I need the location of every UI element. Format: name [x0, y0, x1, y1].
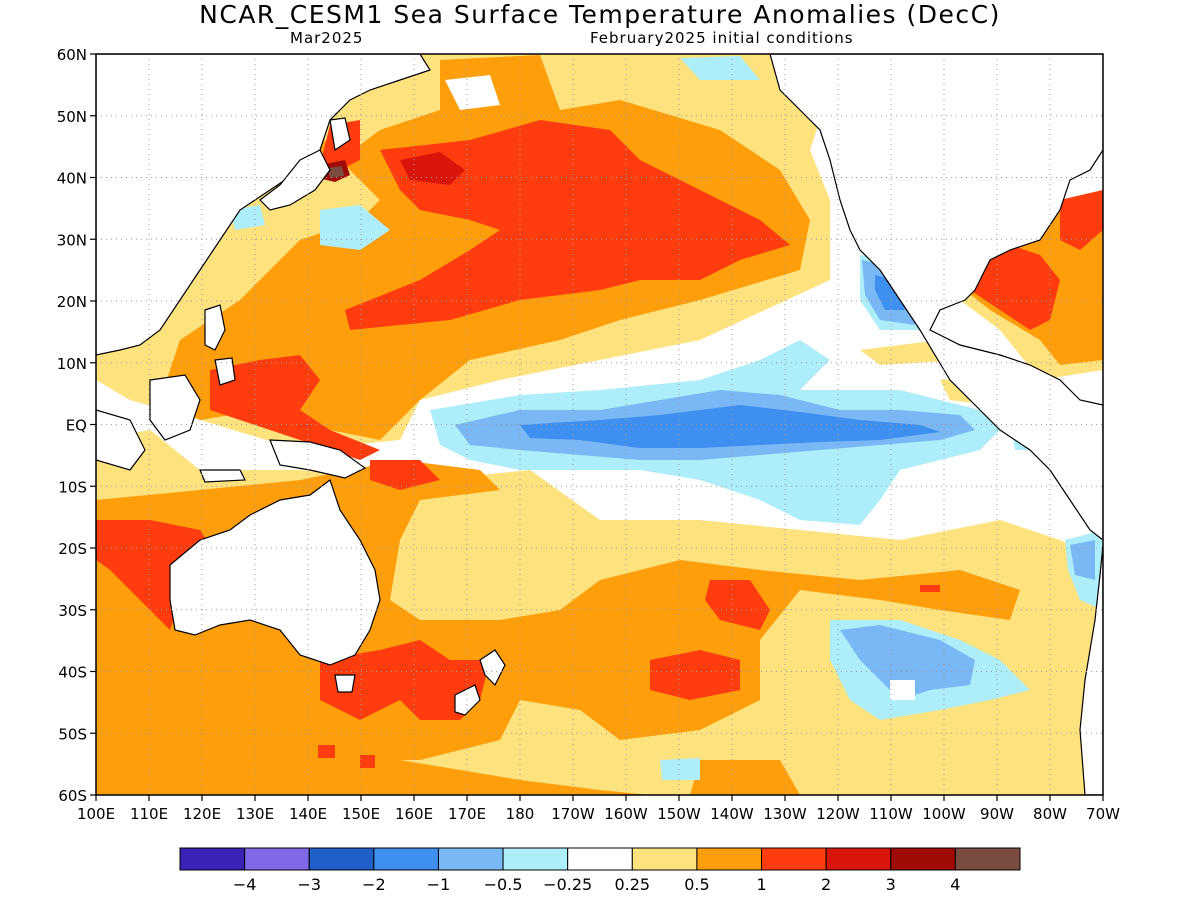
asia-outline	[96, 54, 431, 356]
colorbar-swatch	[890, 847, 956, 871]
grid-lines	[96, 54, 1103, 795]
valid-month-label: Mar2025	[290, 29, 364, 47]
colorbar-swatch	[761, 847, 827, 871]
lon-tick-label: 100E	[77, 805, 115, 823]
new-guinea-outline	[269, 439, 367, 479]
lon-tick-label: 130E	[236, 805, 274, 823]
latitude-axis: 60N 50N 40N 30N 20N 10N EQ 10S 20S 30S 40S 50S 60S	[57, 46, 96, 805]
colorbar-label: 3	[886, 875, 896, 894]
new-zealand-outline	[479, 649, 506, 687]
longitude-axis: 100E 110E 120E 130E 140E 150E 160E 170E 180 170W 1…	[77, 795, 1120, 823]
colorbar-swatch	[825, 847, 892, 871]
lon-tick-label: 180	[506, 805, 535, 823]
colorbar-label: 0.5	[684, 875, 709, 894]
anomaly-band-neg-1-2	[520, 275, 940, 448]
colorbar-label: −0.5	[484, 875, 523, 894]
lon-tick-label: 100W	[922, 805, 966, 823]
colorbar-swatch	[696, 847, 763, 871]
init-conditions-label: February2025 initial conditions	[590, 29, 854, 47]
lon-tick-label: 110E	[130, 805, 168, 823]
lon-tick-label: 140E	[289, 805, 327, 823]
colorbar-label: 2	[821, 875, 831, 894]
lon-tick-label: 150E	[342, 805, 380, 823]
lon-tick-label: 90W	[980, 805, 1014, 823]
lon-tick-label: 80W	[1033, 805, 1067, 823]
anomaly-band-gt-4	[328, 166, 344, 178]
lat-tick-label: 60N	[57, 46, 87, 64]
colorbar-label: −2	[362, 875, 386, 894]
lat-tick-label: 20S	[58, 540, 87, 558]
lon-tick-label: 120E	[183, 805, 221, 823]
colorbar-label: 0.25	[614, 875, 650, 894]
anomaly-field	[96, 54, 1103, 795]
lon-tick-label: 130W	[763, 805, 807, 823]
colorbar-swatch	[502, 847, 569, 871]
philippines-outline	[204, 304, 226, 351]
australia-outline	[169, 479, 381, 666]
colorbar-label: −4	[233, 875, 257, 894]
colorbar-label: 4	[950, 875, 960, 894]
colorbar-swatch	[954, 847, 1021, 871]
lon-tick-label: 160W	[604, 805, 648, 823]
lon-tick-label: 70W	[1086, 805, 1120, 823]
borneo-outline	[149, 374, 201, 441]
lat-tick-label: 50N	[57, 108, 87, 126]
colorbar: −4 −3 −2 −1 −0.5 −0.25 0.25 0.5 1 2 3 4	[179, 847, 1021, 894]
colorbar-swatch	[567, 847, 633, 871]
colorbar-swatch	[179, 847, 246, 871]
colorbar-label: −0.25	[543, 875, 592, 894]
lat-tick-label: 10N	[57, 355, 87, 373]
lon-tick-label: 160E	[395, 805, 433, 823]
lat-tick-label: 40S	[58, 664, 87, 682]
colorbar-swatch	[244, 847, 310, 871]
colorbar-label: −3	[297, 875, 321, 894]
lon-tick-label: 120W	[816, 805, 860, 823]
lat-tick-label: 10S	[58, 478, 87, 496]
page-title: NCAR_CESM1 Sea Surface Temperature Anoma…	[199, 0, 1001, 29]
lon-tick-label: 140W	[710, 805, 754, 823]
colorbar-label: 1	[756, 875, 766, 894]
anomaly-band-2-3	[400, 152, 465, 185]
japan-outline	[259, 149, 331, 211]
lat-tick-label: 30N	[57, 231, 87, 249]
colorbar-label: −1	[427, 875, 451, 894]
lon-tick-label: 170W	[551, 805, 595, 823]
lat-tick-label: 40N	[57, 170, 87, 188]
lat-tick-label: EQ	[66, 417, 87, 435]
colorbar-swatch	[631, 847, 698, 871]
lat-tick-label: 20N	[57, 293, 87, 311]
lat-tick-label: 30S	[58, 602, 87, 620]
lon-tick-label: 170E	[448, 805, 486, 823]
landmasses	[96, 54, 1103, 795]
lat-tick-label: 50S	[58, 725, 87, 743]
colorbar-swatch	[308, 847, 375, 871]
colorbar-swatch	[373, 847, 439, 871]
colorbar-swatch	[437, 847, 504, 871]
lon-tick-label: 110W	[869, 805, 913, 823]
near-zero-patches	[445, 75, 915, 700]
north-america-outline	[769, 54, 1103, 541]
lat-tick-label: 60S	[58, 787, 87, 805]
lon-tick-label: 150W	[657, 805, 701, 823]
